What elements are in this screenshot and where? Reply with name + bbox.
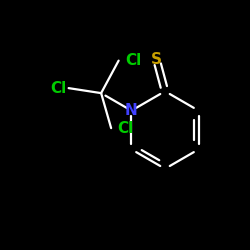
Text: Cl: Cl (50, 80, 66, 96)
Text: Cl: Cl (125, 53, 141, 68)
Text: S: S (151, 52, 162, 67)
Text: N: N (125, 103, 138, 118)
Text: Cl: Cl (118, 121, 134, 136)
